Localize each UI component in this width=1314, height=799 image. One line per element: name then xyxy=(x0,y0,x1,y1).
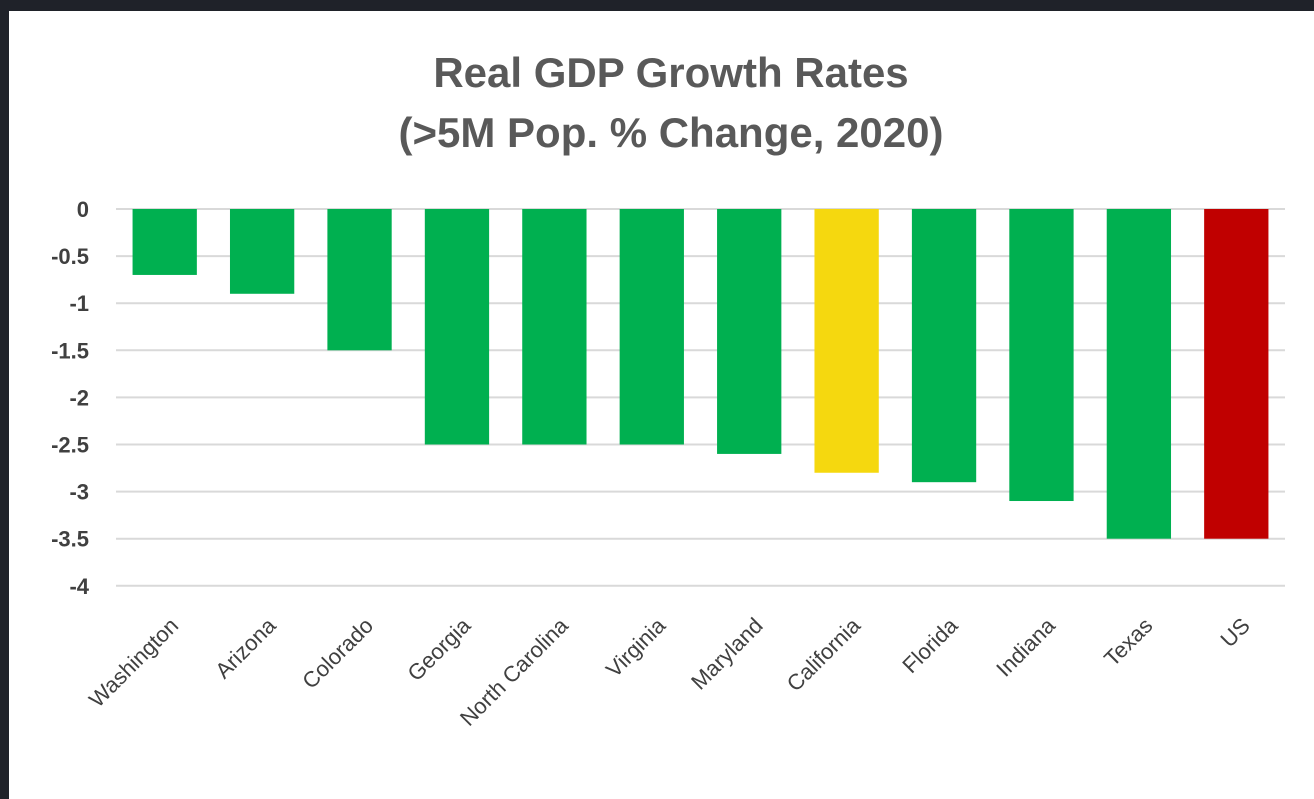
bar-washington xyxy=(132,209,197,275)
bars xyxy=(132,209,1269,539)
bar-virginia xyxy=(619,209,684,445)
bar-colorado xyxy=(327,209,392,351)
bar-florida xyxy=(911,209,977,483)
y-tick-label: -0.5 xyxy=(51,244,89,269)
y-tick-label: -3.5 xyxy=(51,527,89,552)
bar-indiana xyxy=(1009,209,1074,502)
y-tick-label: -3 xyxy=(69,480,89,505)
bar-north-carolina xyxy=(522,209,587,445)
y-tick-label: -1.5 xyxy=(51,338,89,363)
x-tick-label: Colorado xyxy=(297,613,378,694)
y-tick-label: -1 xyxy=(69,291,89,316)
x-tick-label: Georgia xyxy=(402,612,476,686)
x-tick-label: Florida xyxy=(897,612,963,678)
x-tick-label: Arizona xyxy=(210,612,281,683)
x-tick-label: US xyxy=(1216,613,1255,652)
bar-maryland xyxy=(717,209,782,454)
bar-california xyxy=(814,209,879,473)
chart-subtitle: (>5M Pop. % Change, 2020) xyxy=(399,109,944,156)
y-axis: 0 -0.5 -1 -1.5 -2 -2.5 -3 -3.5 -4 xyxy=(51,197,90,599)
chart-panel: Real GDP Growth Rates (>5M Pop. % Change… xyxy=(9,11,1314,799)
y-tick-label: -2 xyxy=(69,385,89,410)
x-tick-label: Maryland xyxy=(686,613,768,695)
x-tick-label: Virginia xyxy=(601,612,671,682)
bar-us xyxy=(1204,209,1269,539)
x-tick-label: California xyxy=(782,612,866,696)
bar-georgia xyxy=(424,209,490,445)
gridlines xyxy=(116,208,1285,587)
x-tick-label: Indiana xyxy=(991,612,1060,681)
y-tick-label: -4 xyxy=(69,574,89,599)
x-tick-label: Texas xyxy=(1099,613,1157,671)
chart-title: Real GDP Growth Rates xyxy=(433,49,908,96)
x-tick-label: Washington xyxy=(84,613,183,712)
bar-texas xyxy=(1106,209,1172,539)
y-tick-label: -2.5 xyxy=(51,433,89,458)
y-tick-label: 0 xyxy=(77,197,89,222)
bar-arizona xyxy=(229,209,295,294)
bar-chart: Real GDP Growth Rates (>5M Pop. % Change… xyxy=(51,49,1285,731)
